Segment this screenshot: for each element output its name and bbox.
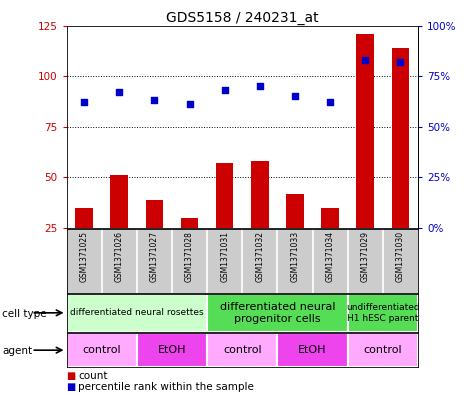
Title: GDS5158 / 240231_at: GDS5158 / 240231_at: [166, 11, 319, 24]
Bar: [251, 161, 269, 279]
Bar: [145, 200, 163, 279]
Bar: [391, 48, 409, 279]
Text: GSM1371030: GSM1371030: [396, 231, 405, 282]
Text: control: control: [82, 345, 121, 355]
Text: differentiated neural rosettes: differentiated neural rosettes: [70, 309, 204, 317]
Bar: [66, 333, 137, 367]
Bar: [348, 333, 418, 367]
Bar: [286, 193, 304, 279]
Text: GSM1371025: GSM1371025: [80, 231, 88, 282]
Text: GSM1371028: GSM1371028: [185, 231, 194, 282]
Point: [256, 83, 264, 89]
Text: control: control: [223, 345, 262, 355]
Text: GSM1371034: GSM1371034: [326, 231, 334, 282]
Bar: [137, 333, 207, 367]
Point: [186, 101, 193, 108]
Bar: [321, 208, 339, 279]
Bar: [277, 333, 348, 367]
Bar: [348, 294, 418, 332]
Text: GSM1371027: GSM1371027: [150, 231, 159, 282]
Point: [361, 57, 369, 63]
Point: [115, 89, 123, 95]
Text: count: count: [78, 371, 108, 382]
Bar: [110, 175, 128, 279]
Text: percentile rank within the sample: percentile rank within the sample: [78, 382, 254, 392]
Point: [151, 97, 158, 104]
Text: agent: agent: [2, 345, 32, 356]
Text: GSM1371031: GSM1371031: [220, 231, 229, 282]
Point: [80, 99, 88, 106]
Text: control: control: [363, 345, 402, 355]
Bar: [207, 294, 348, 332]
Text: ■: ■: [66, 382, 76, 392]
Text: undifferentiated
H1 hESC parent: undifferentiated H1 hESC parent: [346, 303, 420, 323]
Text: EtOH: EtOH: [298, 345, 327, 355]
Point: [291, 93, 299, 99]
Text: differentiated neural
progenitor cells: differentiated neural progenitor cells: [219, 302, 335, 323]
Bar: [75, 208, 93, 279]
Bar: [356, 34, 374, 279]
Text: GSM1371026: GSM1371026: [115, 231, 124, 282]
Text: EtOH: EtOH: [158, 345, 186, 355]
Text: cell type: cell type: [2, 309, 47, 320]
Point: [221, 87, 228, 94]
Bar: [180, 218, 199, 279]
Bar: [216, 163, 233, 279]
Text: GSM1371033: GSM1371033: [291, 231, 299, 282]
Point: [397, 59, 404, 65]
Bar: [66, 294, 207, 332]
Bar: [207, 333, 277, 367]
Text: GSM1371032: GSM1371032: [256, 231, 264, 282]
Text: GSM1371029: GSM1371029: [361, 231, 370, 282]
Point: [326, 99, 334, 106]
Text: ■: ■: [66, 371, 76, 382]
